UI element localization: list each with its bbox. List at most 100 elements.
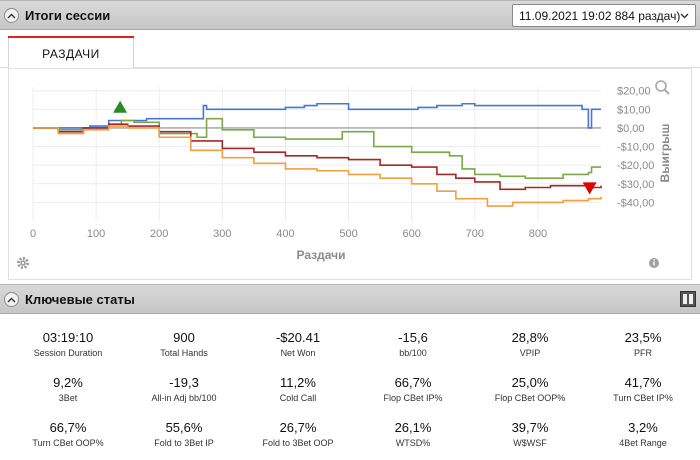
y-tick-label: -$30,00 — [617, 179, 654, 191]
stat-item: 28,8% VPIP — [472, 330, 588, 358]
stat-label: 4Bet Range — [619, 438, 667, 448]
stat-item: 41,7% Turn CBet IP% — [585, 375, 700, 403]
tab-strip: РАЗДАЧИ — [0, 30, 700, 68]
stat-label: W$WSF — [513, 438, 547, 448]
min-marker — [582, 182, 597, 195]
x-tick-label: 700 — [466, 228, 484, 240]
stat-item: -$20.41 Net Won — [240, 330, 356, 358]
stat-item: 66,7% Turn CBet OOP% — [10, 420, 126, 448]
stat-value: -19,3 — [169, 375, 199, 390]
series-line-1 — [33, 102, 601, 129]
stat-item: -19,3 All-in Adj bb/100 — [126, 375, 242, 403]
chart-ticks: 0 100 200 300 400 500 600 700 800 $20,00 $10,00 $0,… — [30, 86, 654, 240]
stat-value: 23,5% — [624, 330, 662, 345]
stat-label: Session Duration — [33, 348, 103, 358]
stat-item: 39,7% W$WSF — [472, 420, 588, 448]
series-line-2 — [33, 117, 601, 179]
series-line-4 — [33, 125, 602, 207]
magnifier-icon[interactable] — [655, 80, 670, 95]
y-tick-label: -$20,00 — [617, 160, 654, 172]
collapse-summary-button[interactable] — [4, 8, 19, 23]
stat-label: bb/100 — [399, 348, 427, 358]
stat-label: Fold to 3Bet OOP — [262, 438, 334, 448]
y-tick-label: -$10,00 — [617, 142, 654, 154]
stat-item: 900 Total Hands — [126, 330, 242, 358]
key-stats-header: Ключевые статы — [0, 284, 700, 314]
key-stats-grid: 03:19:10 Session Duration 900 Total Hands -$… — [0, 318, 700, 460]
stat-item: 23,5% PFR — [585, 330, 700, 358]
session-select-value: 11.09.2021 19:02 884 раздач) — [519, 9, 681, 23]
stat-label: Fold to 3Bet IP — [154, 438, 214, 448]
stat-value: 66,7% — [49, 420, 87, 435]
y-tick-label: $20,00 — [617, 86, 651, 98]
stat-value: 3,2% — [628, 420, 658, 435]
session-select[interactable]: 11.09.2021 19:02 884 раздач) — [512, 4, 696, 27]
stat-label: WTSD% — [395, 438, 431, 448]
x-tick-label: 600 — [402, 228, 420, 240]
gear-icon[interactable] — [17, 257, 29, 269]
session-summary-header: Итоги сессии 11.09.2021 19:02 884 раздач… — [0, 0, 700, 30]
stat-value: 9,2% — [53, 375, 83, 390]
stat-value: -$20.41 — [275, 330, 321, 345]
stat-value: -15,6 — [398, 330, 428, 345]
series-line-3 — [33, 123, 602, 191]
stat-value: 900 — [173, 330, 195, 345]
chart-panel: 0 100 200 300 400 500 600 700 800 $20,00 $10,00 $0,… — [8, 68, 692, 280]
x-tick-label: 200 — [150, 228, 168, 240]
x-tick-label: 500 — [339, 228, 357, 240]
stat-label: 3Bet — [58, 393, 78, 403]
x-tick-label: 300 — [213, 228, 231, 240]
winnings-chart: 0 100 200 300 400 500 600 700 800 $20,00 $10,00 $0,… — [17, 80, 672, 269]
x-tick-label: 800 — [529, 228, 547, 240]
stat-item: 66,7% Flop CBet IP% — [355, 375, 471, 403]
chart-series — [33, 102, 602, 207]
max-marker — [113, 100, 128, 113]
stat-label: All-in Adj bb/100 — [151, 393, 217, 403]
chevron-down-icon — [680, 13, 689, 19]
stat-label: Flop CBet IP% — [383, 393, 443, 403]
stat-item: 03:19:10 Session Duration — [10, 330, 126, 358]
info-icon[interactable] — [649, 258, 659, 268]
tab-hands[interactable]: РАЗДАЧИ — [8, 36, 134, 68]
chevron-up-icon — [7, 13, 16, 18]
stat-value: 26,7% — [279, 420, 317, 435]
stat-item: 26,7% Fold to 3Bet OOP — [240, 420, 356, 448]
stat-label: Turn CBet IP% — [613, 393, 673, 403]
y-tick-label: $0,00 — [617, 123, 645, 135]
stat-value: 03:19:10 — [42, 330, 94, 345]
stat-value: 11,2% — [280, 375, 316, 390]
stat-label: Turn CBet OOP% — [32, 438, 104, 448]
y-axis-label: Выигрыш — [658, 124, 672, 183]
chevron-up-icon — [7, 297, 16, 302]
stat-value: 26,1% — [394, 420, 432, 435]
stat-item: 55,6% Fold to 3Bet IP — [126, 420, 242, 448]
stat-value: 41,7% — [624, 375, 662, 390]
stat-label: Flop CBet OOP% — [494, 393, 566, 403]
stat-label: Cold Call — [279, 393, 317, 403]
stat-item: 26,1% WTSD% — [355, 420, 471, 448]
stat-label: Net Won — [280, 348, 316, 358]
stat-value: 25,0% — [511, 375, 549, 390]
stat-item: 11,2% Cold Call — [240, 375, 356, 403]
stat-value: 66,7% — [394, 375, 432, 390]
stat-value: 28,8% — [511, 330, 549, 345]
y-tick-label: $10,00 — [617, 104, 651, 116]
session-summary-title: Итоги сессии — [25, 8, 111, 23]
stat-value: 55,6% — [165, 420, 203, 435]
layout-columns-icon[interactable] — [680, 291, 696, 307]
x-tick-label: 400 — [276, 228, 294, 240]
stat-item: 3,2% 4Bet Range — [585, 420, 700, 448]
stat-value: 39,7% — [511, 420, 549, 435]
stat-item: -15,6 bb/100 — [355, 330, 471, 358]
stat-label: PFR — [634, 348, 652, 358]
collapse-stats-button[interactable] — [4, 292, 19, 307]
stat-item: 9,2% 3Bet — [10, 375, 126, 403]
stat-label: Total Hands — [160, 348, 208, 358]
stat-label: VPIP — [519, 348, 541, 358]
stat-item: 25,0% Flop CBet OOP% — [472, 375, 588, 403]
x-tick-label: 100 — [87, 228, 105, 240]
x-tick-label: 0 — [30, 228, 36, 240]
chart-markers — [113, 100, 597, 195]
y-tick-label: -$40,00 — [617, 197, 654, 209]
key-stats-title: Ключевые статы — [25, 292, 135, 307]
